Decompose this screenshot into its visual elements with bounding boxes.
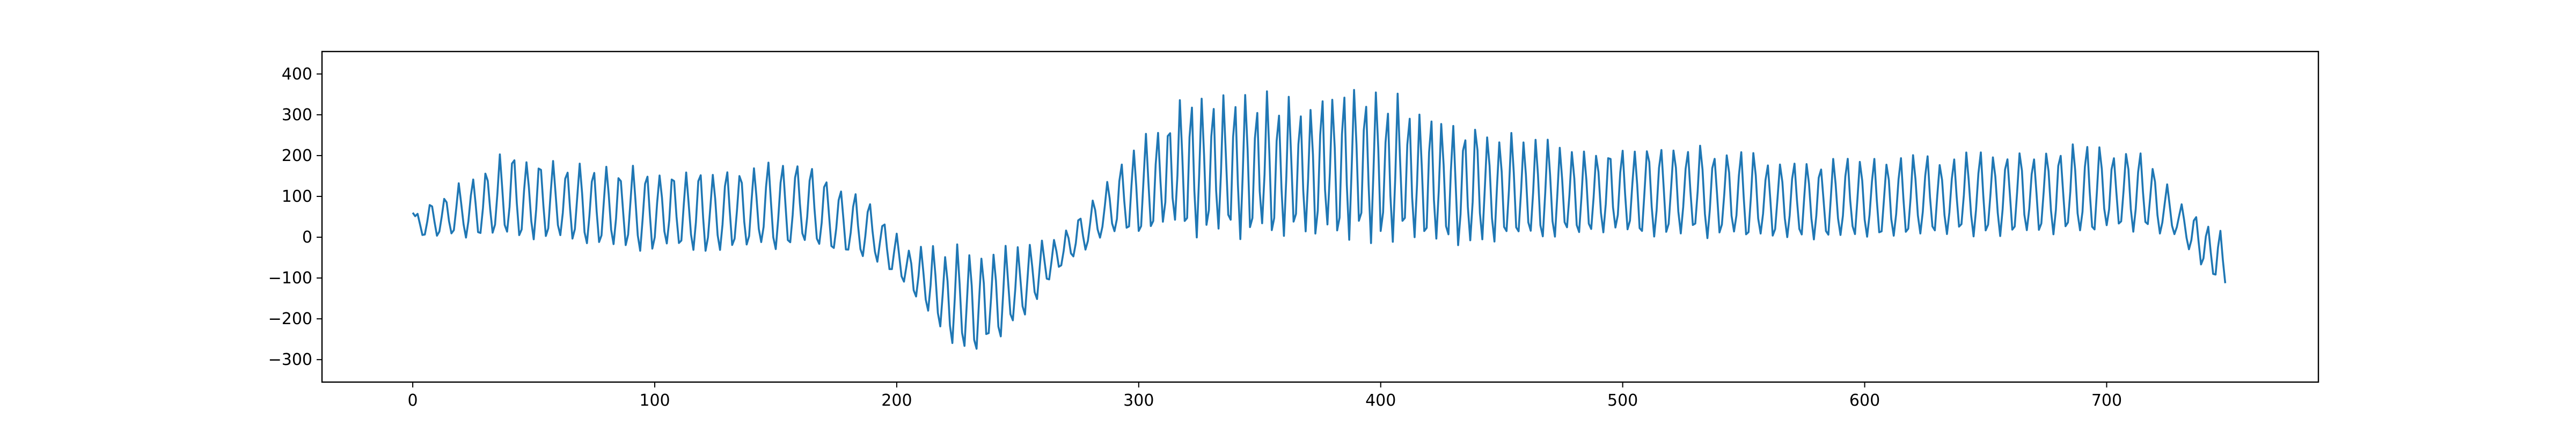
y-tick-label: 300 [282, 106, 312, 125]
series-line-1 [412, 89, 2227, 350]
x-tick-label: 0 [408, 391, 418, 410]
y-tick-label: −300 [268, 350, 312, 369]
x-tick-label: 700 [2091, 391, 2122, 410]
x-tick-label: 400 [1365, 391, 1396, 410]
x-axis: 0 100 200 300 400 500 600 700 [408, 382, 2122, 410]
plot-area [412, 89, 2227, 350]
x-tick-label: 300 [1123, 391, 1154, 410]
x-tick-label: 600 [1849, 391, 1880, 410]
x-tick-label: 100 [639, 391, 670, 410]
y-tick-label: −100 [268, 269, 312, 288]
x-tick-label: 200 [881, 391, 912, 410]
y-tick-label: 100 [282, 187, 312, 206]
y-tick-label: 400 [282, 65, 312, 84]
axes-frame [321, 50, 2319, 383]
y-tick-label: 0 [302, 228, 312, 247]
y-tick-label: 200 [282, 147, 312, 165]
y-tick-label: −200 [268, 310, 312, 328]
x-tick-label: 500 [1607, 391, 1638, 410]
y-axis: −300 −200 −100 0 100 200 300 400 [268, 65, 322, 369]
